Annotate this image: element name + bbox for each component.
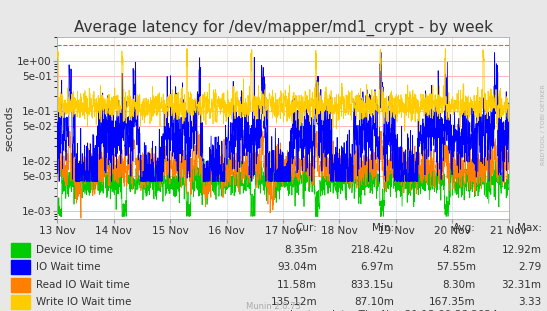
Text: Avg:: Avg:	[453, 223, 476, 233]
Text: Max:: Max:	[516, 223, 542, 233]
Title: Average latency for /dev/mapper/md1_crypt - by week: Average latency for /dev/mapper/md1_cryp…	[74, 20, 492, 36]
Y-axis label: seconds: seconds	[4, 105, 14, 151]
Text: RRDTOOL / TOBI OETIKER: RRDTOOL / TOBI OETIKER	[541, 84, 546, 165]
Bar	[11, 295, 30, 309]
Text: Min:: Min:	[372, 223, 394, 233]
Text: 32.31m: 32.31m	[502, 280, 542, 290]
Text: 4.82m: 4.82m	[443, 245, 476, 255]
Text: Read IO Wait time: Read IO Wait time	[36, 280, 129, 290]
Text: 6.97m: 6.97m	[360, 262, 394, 272]
Bar	[11, 243, 30, 257]
Text: 2.79: 2.79	[518, 262, 542, 272]
Text: 12.92m: 12.92m	[502, 245, 542, 255]
Text: 3.33: 3.33	[518, 297, 542, 307]
Text: 11.58m: 11.58m	[277, 280, 317, 290]
Text: 93.04m: 93.04m	[277, 262, 317, 272]
Bar	[11, 278, 30, 292]
Text: Write IO Wait time: Write IO Wait time	[36, 297, 131, 307]
Text: Munin 2.0.73: Munin 2.0.73	[246, 302, 301, 311]
Text: Last update: Thu Nov 21 13:00:38 2024: Last update: Thu Nov 21 13:00:38 2024	[290, 310, 498, 311]
Bar	[11, 261, 30, 274]
Text: 218.42u: 218.42u	[351, 245, 394, 255]
Text: 833.15u: 833.15u	[351, 280, 394, 290]
Text: 8.35m: 8.35m	[284, 245, 317, 255]
Text: 135.12m: 135.12m	[271, 297, 317, 307]
Text: Cur:: Cur:	[295, 223, 317, 233]
Text: 167.35m: 167.35m	[429, 297, 476, 307]
Text: 87.10m: 87.10m	[354, 297, 394, 307]
Text: 57.55m: 57.55m	[436, 262, 476, 272]
Text: IO Wait time: IO Wait time	[36, 262, 100, 272]
Text: Device IO time: Device IO time	[36, 245, 113, 255]
Text: 8.30m: 8.30m	[443, 280, 476, 290]
